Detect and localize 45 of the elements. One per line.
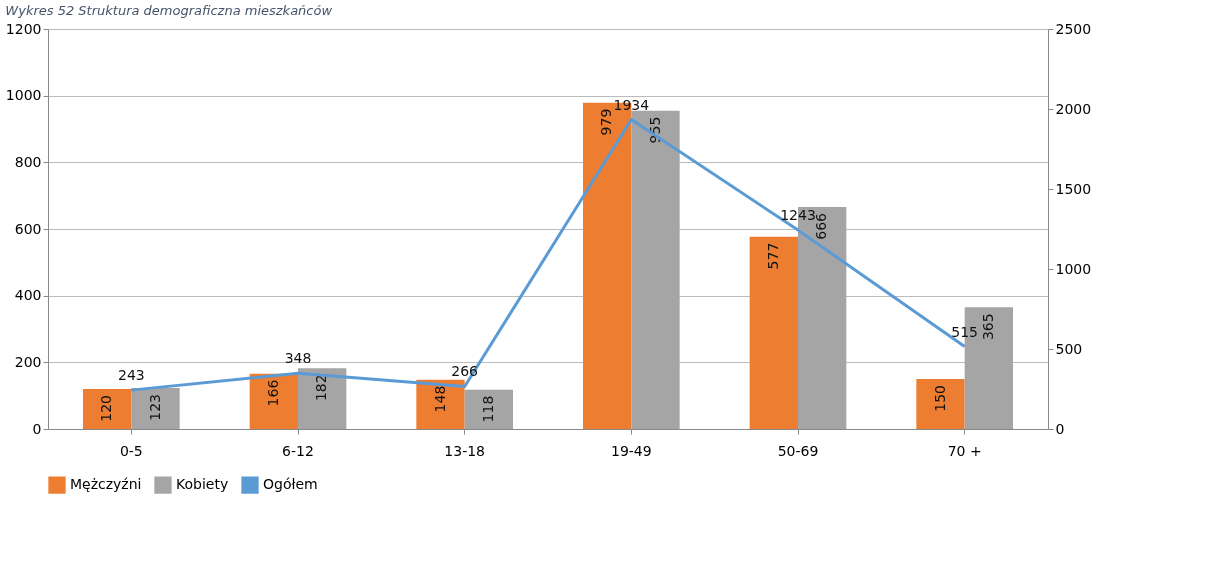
data-label: 1243 [780, 207, 816, 224]
data-label: 577 [764, 242, 781, 270]
data-label: 243 [117, 367, 145, 384]
data-label: 1934 [613, 96, 650, 113]
bar [131, 388, 180, 429]
y2-tick-label: 500 [1055, 340, 1083, 357]
bar [298, 368, 347, 429]
x-tick-label: 13-18 [444, 442, 486, 459]
data-label: 182 [313, 374, 330, 402]
chart-title: Wykres 52 Struktura demograficzna mieszkańców [5, 3, 333, 18]
y2-tick-label: 1000 [1055, 260, 1092, 277]
y-tick-label: 1000 [5, 87, 42, 104]
data-label: 118 [479, 395, 496, 423]
y2-tick-label: 2000 [1055, 100, 1092, 117]
legend-label: Mężczyźni [70, 476, 142, 493]
bar [83, 389, 132, 429]
bar [749, 236, 798, 429]
data-label: 120 [98, 395, 115, 422]
bar [631, 110, 680, 429]
legend-label: Kobiety [176, 476, 229, 493]
x-tick-label: 0-5 [119, 442, 143, 459]
x-tick-label: 6-12 [282, 442, 314, 459]
bar [464, 389, 513, 429]
y-tick-label: 800 [14, 153, 42, 170]
bar [916, 379, 965, 429]
data-label: 148 [431, 385, 448, 413]
data-label: 348 [284, 350, 312, 367]
y-tick-label: 0 [32, 420, 42, 437]
x-tick-label: 50-69 [777, 442, 819, 459]
y-tick-label: 400 [14, 287, 42, 304]
y2-tick-label: 1500 [1055, 180, 1092, 197]
x-tick-label: 19-49 [610, 442, 652, 459]
data-label: 365 [979, 313, 996, 341]
y2-tick-label: 0 [1055, 420, 1065, 437]
y-tick-label: 1200 [5, 20, 42, 37]
data-label: 166 [264, 379, 281, 407]
y-tick-label: 200 [14, 353, 42, 370]
y-tick-label: 600 [14, 220, 42, 237]
data-label: 123 [146, 394, 163, 421]
x-tick-label: 70 + [947, 442, 982, 459]
data-label: 150 [931, 385, 948, 412]
y2-tick-label: 2500 [1055, 20, 1092, 37]
data-label: 515 [951, 323, 979, 340]
legend-label: Ogółem [263, 476, 318, 493]
data-label: 979 [598, 108, 615, 136]
